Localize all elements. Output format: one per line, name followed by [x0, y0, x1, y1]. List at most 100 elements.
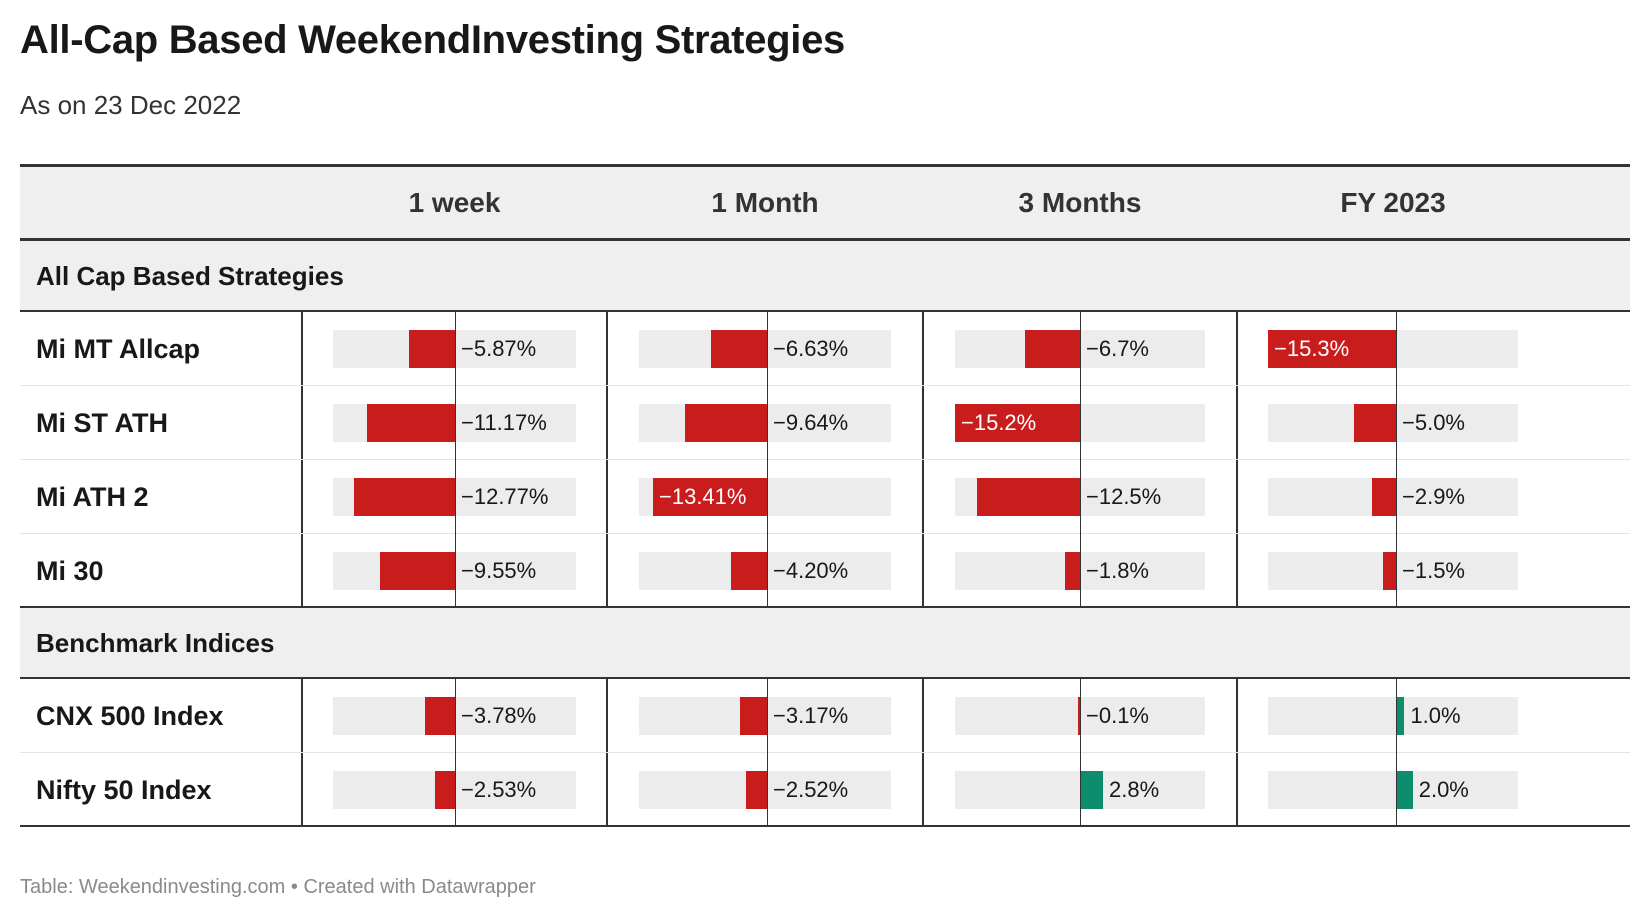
table-row: Mi MT Allcap −5.87% −6.63% −6.7% −15.3% [20, 312, 1630, 386]
column-divider [301, 312, 303, 385]
column-divider [1236, 753, 1238, 825]
bar-track [1268, 771, 1518, 809]
negative-bar [354, 478, 455, 516]
zero-axis [1080, 534, 1081, 608]
negative-bar [1065, 552, 1080, 590]
negative-bar [977, 478, 1080, 516]
column-divider [922, 753, 924, 825]
table-row: Mi 30 −9.55% −4.20% −1.8% −1.5% [20, 534, 1630, 608]
column-divider [922, 460, 924, 533]
source-footer: Table: Weekendinvesting.com • Created wi… [20, 876, 536, 898]
negative-bar [653, 478, 767, 516]
performance-table: 1 week 1 Month 3 Months FY 2023 All Cap Bas… [20, 164, 1630, 827]
negative-bar [1078, 697, 1080, 735]
column-divider [606, 534, 608, 606]
negative-bar [1024, 330, 1080, 368]
zero-axis [1080, 679, 1081, 753]
value-label: −3.78% [461, 703, 537, 728]
value-label: −6.63% [773, 336, 849, 361]
zero-axis [1080, 753, 1081, 827]
value-label: −12.5% [1086, 484, 1162, 509]
column-divider [922, 312, 924, 385]
value-label: −1.8% [1086, 558, 1149, 583]
negative-bar [731, 552, 767, 590]
negative-bar [379, 552, 455, 590]
value-label: −15.2% [961, 410, 1037, 435]
negative-bar [408, 330, 455, 368]
column-divider [301, 460, 303, 533]
column-divider [1236, 312, 1238, 385]
zero-axis [1396, 460, 1397, 534]
column-divider [606, 679, 608, 752]
value-label: −15.3% [1274, 336, 1350, 361]
zero-axis [1080, 312, 1081, 386]
negative-bar [1383, 552, 1396, 590]
value-label: −11.17% [461, 410, 547, 435]
zero-axis [1080, 386, 1081, 460]
column-divider [301, 386, 303, 459]
table-row: Mi ST ATH −11.17% −9.64% −15.2% −5.0% [20, 386, 1630, 460]
value-label: −5.87% [461, 336, 537, 361]
value-label: 2.8% [1109, 777, 1160, 802]
zero-axis [455, 534, 456, 608]
column-divider [1236, 460, 1238, 533]
row-label: Nifty 50 Index [36, 775, 212, 805]
row-label: Mi ST ATH [36, 408, 168, 438]
column-divider [922, 534, 924, 606]
column-divider [922, 679, 924, 752]
value-label: −1.5% [1402, 558, 1465, 583]
negative-bar [740, 697, 767, 735]
table-row: CNX 500 Index −3.78% −3.17% −0.1% 1.0% [20, 679, 1630, 753]
column-divider [606, 460, 608, 533]
column-divider [922, 386, 924, 459]
group-header: Benchmark Indices [20, 608, 1630, 679]
zero-axis [455, 753, 456, 827]
negative-bar [435, 771, 455, 809]
negative-bar [685, 404, 767, 442]
zero-axis [767, 534, 768, 608]
column-divider [606, 753, 608, 825]
table-row: Mi ATH 2 −12.77% −13.41% −12.5% −2.9% [20, 460, 1630, 534]
row-label: Mi ATH 2 [36, 482, 149, 512]
column-divider [301, 679, 303, 752]
zero-axis [767, 753, 768, 827]
row-label: Mi MT Allcap [36, 334, 201, 364]
column-header: FY 2023 [1340, 187, 1446, 218]
column-divider [301, 753, 303, 825]
column-divider [606, 312, 608, 385]
table-row: Nifty 50 Index −2.53% −2.52% 2.8% 2.0% [20, 753, 1630, 827]
value-label: −2.9% [1402, 484, 1465, 509]
negative-bar [1371, 478, 1396, 516]
zero-axis [767, 312, 768, 386]
negative-bar [425, 697, 455, 735]
negative-bar [1268, 330, 1396, 368]
column-divider [606, 386, 608, 459]
table-header: 1 week 1 Month 3 Months FY 2023 [20, 164, 1630, 241]
zero-axis [455, 386, 456, 460]
negative-bar [367, 404, 455, 442]
chart-title: All-Cap Based WeekendInvesting Strategie… [20, 18, 845, 62]
positive-bar [1080, 771, 1104, 809]
zero-axis [767, 460, 768, 534]
positive-bar [1396, 771, 1413, 809]
value-label: 2.0% [1418, 777, 1469, 802]
value-label: −4.20% [773, 558, 849, 583]
negative-bar [745, 771, 767, 809]
negative-bar [1354, 404, 1396, 442]
value-label: −9.55% [461, 558, 537, 583]
column-divider [1236, 679, 1238, 752]
zero-axis [455, 312, 456, 386]
zero-axis [1080, 460, 1081, 534]
row-label: Mi 30 [36, 556, 104, 586]
zero-axis [1396, 534, 1397, 608]
zero-axis [767, 679, 768, 753]
zero-axis [1396, 312, 1397, 386]
row-label: CNX 500 Index [36, 701, 224, 731]
negative-bar [955, 404, 1080, 442]
column-divider [301, 534, 303, 606]
negative-bar [710, 330, 767, 368]
zero-axis [767, 386, 768, 460]
table-body: All Cap Based Strategies Mi MT Allcap −5.8… [20, 241, 1630, 827]
value-label: −2.52% [773, 777, 849, 802]
value-label: −3.17% [773, 703, 849, 728]
